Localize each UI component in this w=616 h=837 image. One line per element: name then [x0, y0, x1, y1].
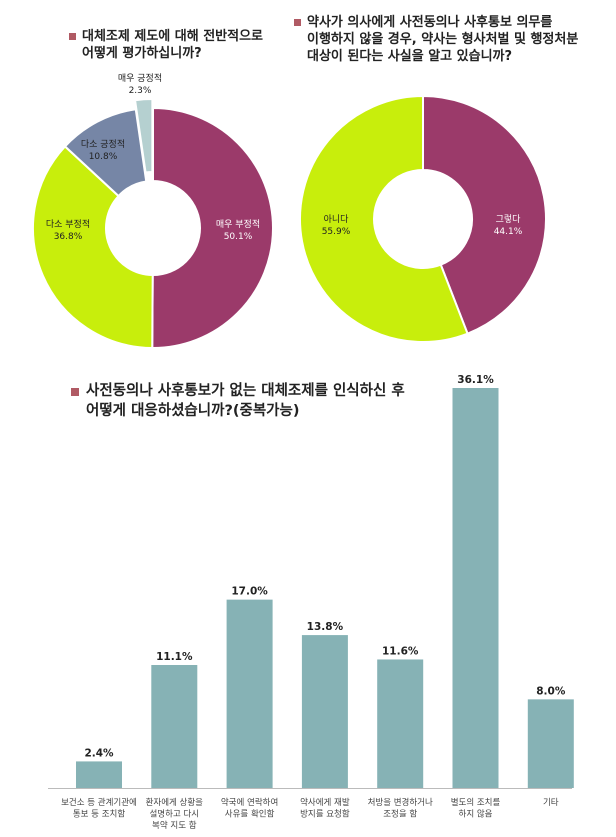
bar [452, 388, 499, 788]
slice-value-label: 2.3% [129, 86, 152, 96]
bar-value-label: 8.0% [536, 685, 566, 697]
category-label: 별도의 조치를 [451, 797, 501, 808]
q3-title-line: 사전동의나 사후통보가 없는 대체조제를 인식하신 후 [86, 383, 405, 399]
category-label: 하지 않음 [459, 809, 493, 820]
category-label: 조정을 함 [383, 809, 417, 820]
category-label: 복약 지도 함 [152, 820, 197, 831]
bar-value-label: 11.6% [382, 645, 419, 657]
slice-name-label: 다소 긍정적 [81, 138, 125, 150]
slice-name-label: 매우 긍정적 [118, 72, 162, 84]
slice-value-label: 44.1% [494, 227, 523, 237]
q2-title-line: 이행하지 않을 경우, 약사는 형사처벌 및 행정처분 [307, 32, 579, 47]
slice-name-label: 아니다 [324, 214, 350, 225]
bar-value-label: 17.0% [231, 586, 268, 598]
bullet-square-icon [294, 19, 301, 26]
bar [301, 635, 348, 788]
slice-name-label: 매우 부정적 [216, 218, 260, 230]
slice-value-label: 36.8% [54, 232, 83, 242]
category-label: 약사에게 재발 [300, 797, 350, 808]
donut-slice [133, 98, 154, 174]
slice-value-label: 10.8% [89, 152, 118, 162]
bar [377, 659, 424, 788]
bullet-square-icon [71, 388, 79, 396]
category-label: 통보 등 조치함 [73, 810, 126, 820]
category-label: 방지를 요청함 [300, 809, 350, 820]
q2-title-line: 약사가 의사에게 사전동의나 사후통보 의무를 [307, 15, 553, 30]
donut-slice [32, 144, 154, 350]
bar [76, 761, 122, 788]
bar-value-label: 13.8% [307, 621, 344, 633]
q2-question-title: 약사가 의사에게 사전동의나 사후통보 의무를 이행하지 않을 경우, 약사는 … [294, 14, 579, 65]
category-label: 설명하고 다시 [149, 809, 199, 820]
category-label: 사유를 확인함 [225, 809, 275, 820]
bullet-square-icon [69, 33, 76, 40]
q2-title-line: 대상이 된다는 사실을 알고 있습니까? [307, 49, 513, 64]
category-label: 약국에 연락하여 [221, 797, 278, 808]
category-label: 처방을 변경하거나 [368, 797, 433, 808]
donut-slice [422, 94, 547, 335]
slice-name-label: 다소 부정적 [46, 218, 90, 230]
q3-question-title: 사전동의나 사후통보가 없는 대체조제를 인식하신 후 어떻게 대응하셨습니까?… [71, 381, 405, 421]
bar [151, 665, 198, 788]
category-label: 환자에게 상황을 [146, 797, 204, 808]
q3-title-line: 어떻게 대응하셨습니까?(중복가능) [86, 403, 300, 419]
bar-value-label: 36.1% [457, 374, 494, 386]
donut-slice [151, 106, 274, 349]
bar [226, 599, 273, 788]
bar-value-label: 2.4% [84, 747, 114, 759]
slice-name-label: 그렇다 [496, 214, 522, 225]
q1-title-line: 어떻게 평가하십니까? [82, 46, 202, 61]
slice-value-label: 55.9% [322, 227, 351, 237]
bar [527, 699, 574, 788]
category-label: 기타 [543, 798, 559, 808]
donut-slice [299, 94, 469, 343]
q1-question-title: 대체조제 제도에 대해 전반적으로 어떻게 평가하십니까? [69, 28, 264, 62]
bar-value-label: 11.1% [156, 651, 193, 663]
category-label: 보건소 등 관계기관에 [61, 797, 137, 808]
slice-value-label: 50.1% [224, 232, 253, 242]
q1-title-line: 대체조제 제도에 대해 전반적으로 [82, 29, 264, 44]
